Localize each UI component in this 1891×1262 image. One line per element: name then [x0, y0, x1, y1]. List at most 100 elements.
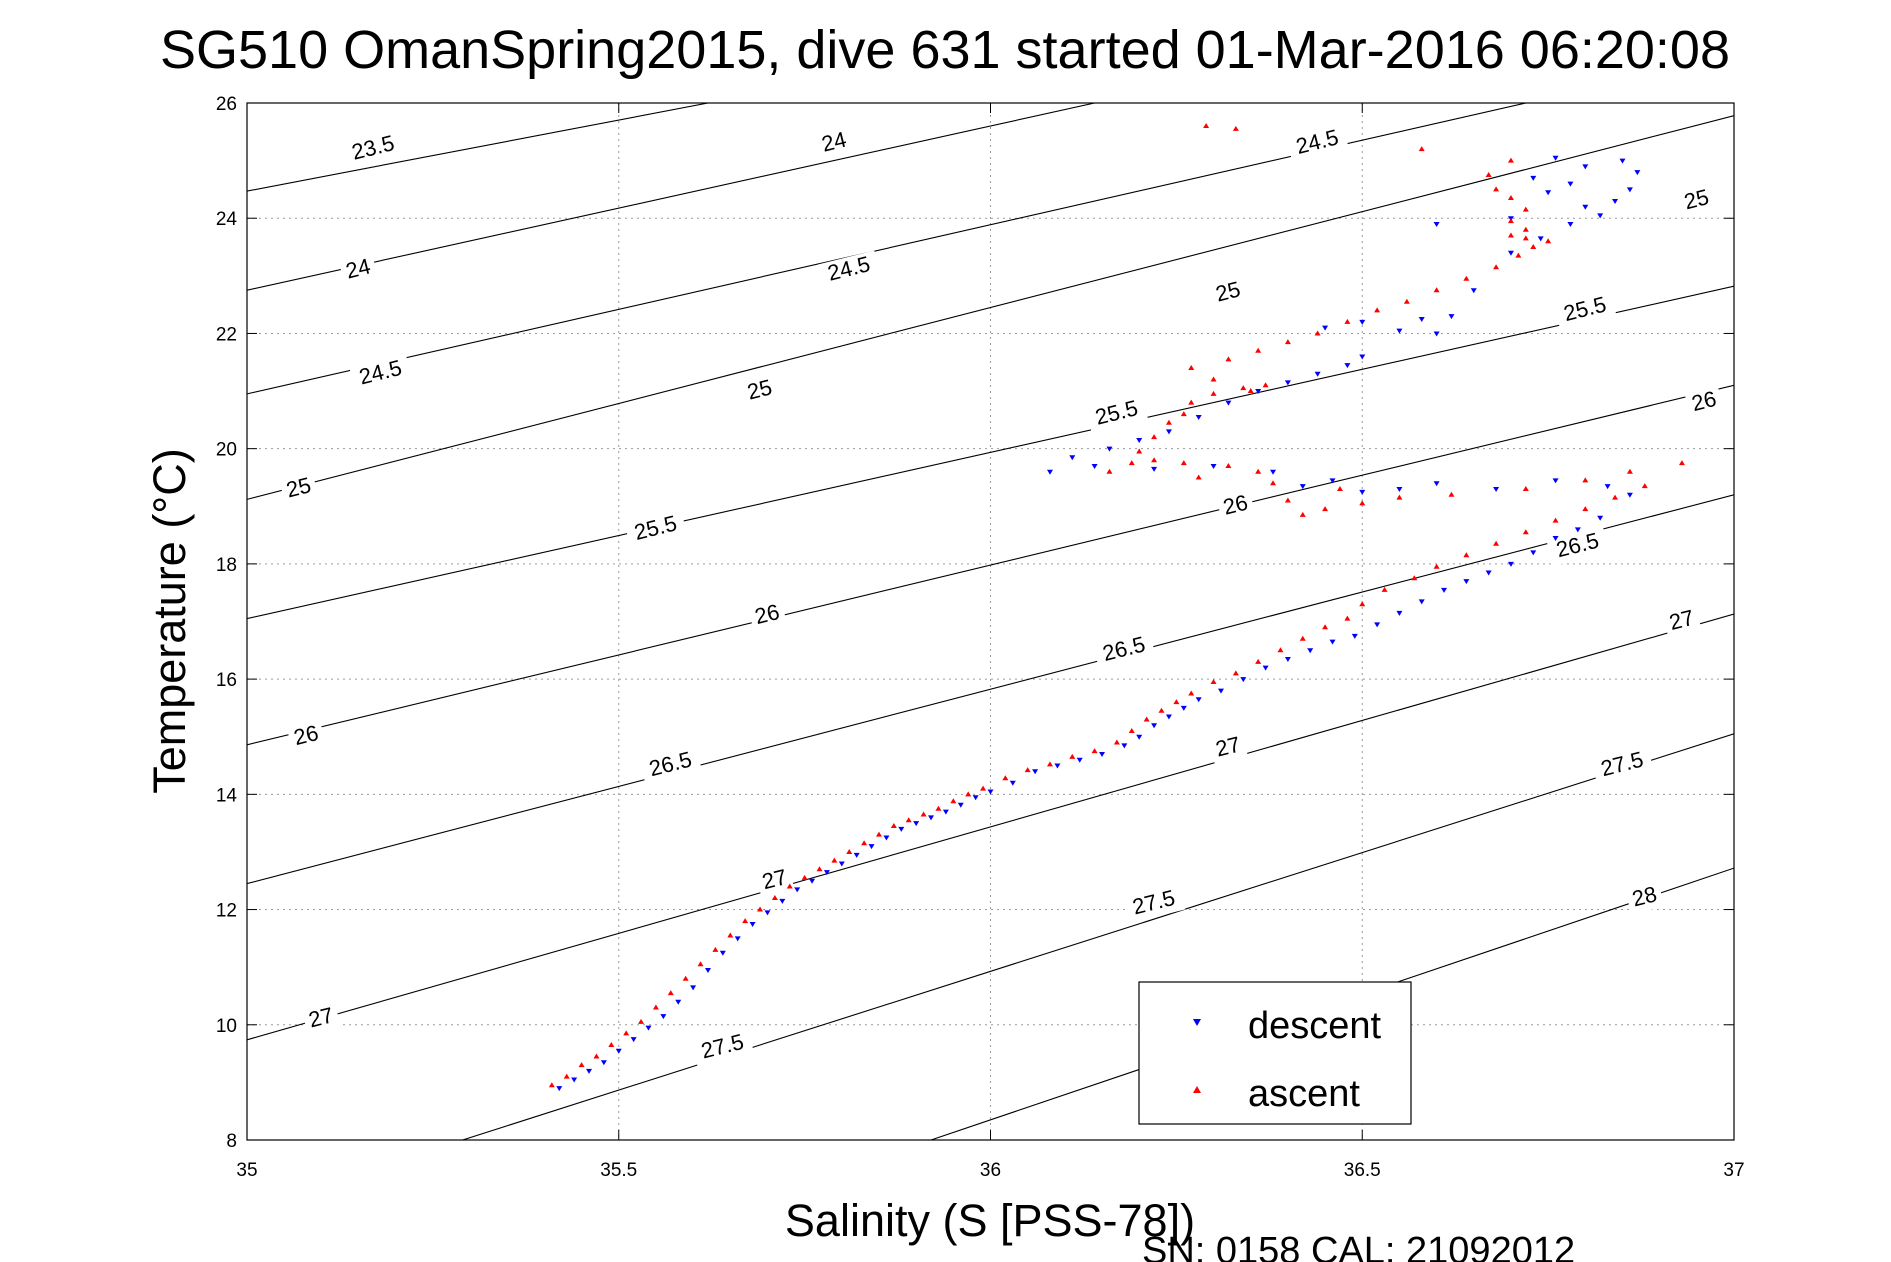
ascent-point [1002, 775, 1009, 781]
y-tick-label: 14 [216, 785, 238, 806]
ascent-point [1418, 146, 1425, 152]
descent-point [1552, 535, 1559, 541]
descent-point [1106, 446, 1113, 452]
descent-point [1448, 314, 1455, 320]
contour-label: 25 [1208, 276, 1249, 310]
y-tick-label: 12 [216, 901, 237, 922]
contour-label-text: 26 [1221, 490, 1251, 520]
contour-label-background [301, 1002, 342, 1036]
ascent-point [697, 961, 704, 967]
contour-label-background [349, 354, 413, 394]
ascent-point [1128, 727, 1135, 733]
descent-point [913, 821, 920, 827]
series-ascent [548, 123, 1685, 1088]
descent-point [868, 844, 875, 850]
descent-point [1284, 656, 1291, 662]
descent-point [1626, 187, 1633, 193]
ascent-point [1582, 477, 1589, 483]
ascent-point [1210, 390, 1217, 396]
y-tick-label: 8 [226, 1131, 237, 1152]
descent-point [719, 950, 726, 956]
series-descent [556, 155, 1641, 1092]
descent-point [1359, 319, 1366, 325]
ascent-point [712, 946, 719, 952]
ascent-point [1232, 125, 1239, 131]
ascent-point [1128, 460, 1135, 466]
ascent-point [1507, 218, 1514, 224]
ascent-point [1091, 748, 1098, 754]
descent-point [1314, 371, 1321, 377]
descent-point [898, 826, 905, 832]
serial-calibration-footer: SN: 0158 CAL: 21092012 [1142, 1230, 1575, 1262]
ascent-point [1493, 264, 1500, 270]
ascent-point [1188, 365, 1195, 371]
descent-point [704, 968, 711, 974]
ascent-point [905, 817, 912, 823]
contour-label-text: 26 [752, 599, 782, 629]
descent-point [1626, 492, 1633, 498]
ascent-point [1433, 287, 1440, 293]
descent-point [764, 910, 771, 916]
descent-point [734, 936, 741, 942]
descent-point [600, 1060, 607, 1066]
ascent-point [1069, 753, 1076, 759]
contour-label-text: 25 [1213, 276, 1243, 306]
ascent-point [563, 1073, 570, 1079]
ascent-point [1024, 767, 1031, 773]
ascent-point [1255, 468, 1262, 474]
ascent-point [1247, 388, 1254, 394]
contour-label-text: 27 [760, 864, 790, 894]
ascent-point [1165, 419, 1172, 425]
descent-point [883, 835, 890, 841]
contour-label-text: 26 [1689, 386, 1719, 416]
ascent-point [1322, 624, 1329, 630]
contour-label-text: 25 [284, 472, 314, 502]
descent-point [1567, 221, 1574, 227]
descent-point [660, 1014, 667, 1020]
ascent-point [578, 1062, 585, 1068]
descent-point [1180, 705, 1187, 711]
ascent-point [1277, 647, 1284, 653]
descent-point [1545, 190, 1552, 196]
contour-label: 25 [1677, 184, 1717, 218]
descent-point [1470, 288, 1477, 294]
contour-label: 24 [814, 127, 855, 161]
descent-point [1151, 723, 1158, 729]
density-contour-23-5 [247, 103, 709, 192]
descent-point [1418, 317, 1425, 323]
ascent-point [608, 1041, 615, 1047]
descent-point [1433, 481, 1440, 487]
ascent-point [935, 805, 942, 811]
descent-point [1054, 763, 1061, 769]
descent-point [1530, 550, 1537, 556]
legend-box [1138, 981, 1412, 1125]
x-tick-label: 37 [1723, 1160, 1744, 1181]
descent-point [1530, 175, 1537, 181]
ascent-point [1284, 339, 1291, 345]
contour-label: 27 [755, 864, 795, 898]
contour-label-background [817, 250, 881, 290]
x-axis-ticks: 35 35.5 36 36.5 37 [236, 103, 1745, 1181]
descent-point [571, 1077, 578, 1083]
ascent-point [1210, 678, 1217, 684]
ascent-point [652, 1004, 659, 1010]
contour-label-background [691, 1028, 755, 1068]
ascent-point [1396, 494, 1403, 500]
legend-label-descent: descent [1248, 1005, 1382, 1047]
ascent-point [890, 823, 897, 829]
ascent-point [1381, 586, 1388, 592]
contour-label-background [624, 509, 688, 549]
ascent-point [1322, 506, 1329, 512]
contour-label: 28 [1625, 881, 1665, 915]
descent-point [1284, 380, 1291, 386]
descent-point [1396, 328, 1403, 334]
ascent-point [1299, 511, 1306, 517]
x-tick-label: 36.5 [1344, 1160, 1381, 1181]
descent-point [1322, 325, 1329, 331]
descent-point [645, 1025, 652, 1031]
ascent-point [875, 831, 882, 837]
descent-point [1136, 438, 1143, 444]
ascent-point [1225, 356, 1232, 362]
ascent-point [1522, 226, 1529, 232]
